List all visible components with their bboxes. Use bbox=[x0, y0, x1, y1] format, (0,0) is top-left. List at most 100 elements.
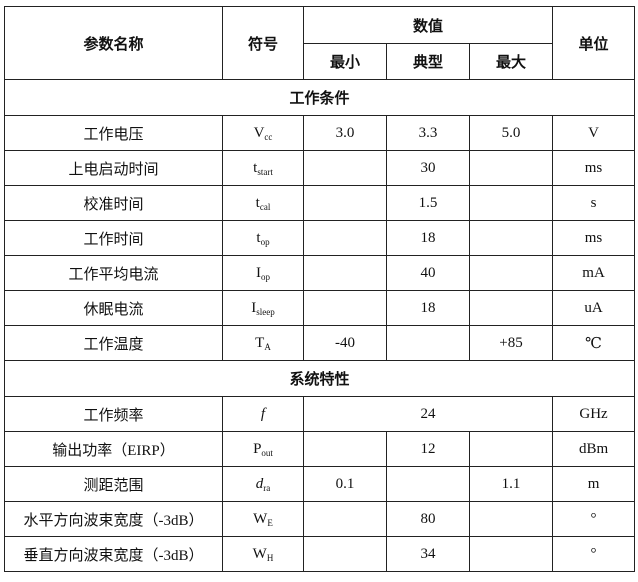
max-cell: +85 bbox=[468, 325, 554, 361]
table-row: 工作频率 f 24 GHz bbox=[4, 396, 636, 432]
symbol-cell: Isleep bbox=[222, 290, 304, 326]
min-cell bbox=[303, 150, 387, 186]
symbol-subscript: op bbox=[261, 271, 270, 282]
header-max: 最大 bbox=[468, 43, 554, 80]
symbol-cell: Pout bbox=[222, 431, 304, 467]
typ-cell bbox=[386, 325, 470, 361]
param-name: 工作频率 bbox=[4, 396, 223, 432]
param-name: 工作电压 bbox=[4, 115, 223, 151]
min-cell bbox=[303, 220, 387, 256]
table-row: 水平方向波束宽度（-3dB） WE 80 ° bbox=[4, 501, 636, 537]
section-row: 系统特性 bbox=[3, 360, 636, 397]
symbol-cell: f bbox=[222, 396, 304, 432]
table-row: 输出功率（EIRP） Pout 12 dBm bbox=[4, 431, 636, 467]
table-row: 工作温度 TA -40 +85 ℃ bbox=[4, 325, 636, 361]
param-name: 上电启动时间 bbox=[4, 150, 223, 186]
symbol: t bbox=[256, 229, 261, 246]
unit-cell: ms bbox=[552, 150, 636, 186]
max-cell bbox=[468, 501, 554, 537]
header-typ: 典型 bbox=[386, 43, 470, 80]
symbol-subscript: cal bbox=[259, 201, 271, 212]
param-name: 输出功率（EIRP） bbox=[4, 431, 223, 467]
symbol-subscript: A bbox=[264, 341, 271, 352]
spec-table: 参数名称 符号 数值 单位 最小 典型 最大 工作条件 工作电压 Vcc 3.0 3.3… bbox=[3, 6, 636, 572]
max-cell: 5.0 bbox=[468, 115, 554, 151]
max-cell bbox=[468, 150, 554, 186]
symbol: I bbox=[251, 299, 257, 316]
unit-cell: V bbox=[552, 115, 636, 151]
min-cell bbox=[303, 185, 387, 221]
typ-cell: 18 bbox=[386, 220, 470, 256]
min-cell: -40 bbox=[303, 325, 387, 361]
symbol-cell: TA bbox=[222, 325, 304, 361]
max-cell bbox=[468, 255, 554, 291]
param-name: 工作平均电流 bbox=[4, 255, 223, 291]
symbol: t bbox=[253, 159, 258, 176]
section-row: 工作条件 bbox=[3, 79, 636, 116]
value-cell: 24 bbox=[302, 396, 554, 432]
table-row: 休眠电流 Isleep 18 uA bbox=[4, 290, 636, 326]
symbol: t bbox=[255, 194, 260, 211]
header-param-name: 参数名称 bbox=[4, 6, 223, 80]
symbol-cell: dra bbox=[222, 466, 304, 502]
typ-cell: 34 bbox=[386, 536, 470, 572]
header-symbol: 符号 bbox=[222, 6, 304, 80]
typ-cell bbox=[386, 466, 470, 502]
unit-cell: GHz bbox=[552, 396, 636, 432]
table-row: 上电启动时间 tstart 30 ms bbox=[4, 150, 636, 186]
typ-cell: 30 bbox=[386, 150, 470, 186]
table-row: 工作时间 top 18 ms bbox=[4, 220, 636, 256]
symbol-subscript: start bbox=[257, 166, 273, 177]
symbol: P bbox=[253, 440, 262, 457]
symbol-cell: tcal bbox=[222, 185, 304, 221]
symbol-subscript: sleep bbox=[256, 306, 275, 317]
symbol-subscript: cc bbox=[264, 131, 273, 142]
param-name: 水平方向波束宽度（-3dB） bbox=[4, 501, 223, 537]
symbol-subscript: ra bbox=[263, 482, 271, 493]
min-cell bbox=[303, 290, 387, 326]
max-cell: 1.1 bbox=[468, 466, 554, 502]
max-cell bbox=[468, 220, 554, 256]
symbol: W bbox=[252, 545, 267, 562]
table-row: 工作电压 Vcc 3.0 3.3 5.0 V bbox=[4, 115, 636, 151]
param-name: 校准时间 bbox=[4, 185, 223, 221]
symbol-cell: WE bbox=[222, 501, 304, 537]
param-name: 休眠电流 bbox=[4, 290, 223, 326]
symbol: V bbox=[253, 124, 265, 141]
header-value: 数值 bbox=[302, 6, 554, 44]
param-name: 测距范围 bbox=[4, 466, 223, 502]
symbol-subscript: H bbox=[266, 552, 274, 563]
param-name: 工作时间 bbox=[4, 220, 223, 256]
max-cell bbox=[468, 431, 554, 467]
symbol: W bbox=[253, 510, 268, 527]
table-row: 校准时间 tcal 1.5 s bbox=[4, 185, 636, 221]
min-cell: 3.0 bbox=[303, 115, 387, 151]
min-cell bbox=[303, 501, 387, 537]
symbol-subscript: E bbox=[267, 517, 273, 528]
header-unit: 单位 bbox=[552, 6, 636, 80]
typ-cell: 1.5 bbox=[386, 185, 470, 221]
min-cell bbox=[303, 255, 387, 291]
typ-cell: 18 bbox=[386, 290, 470, 326]
typ-cell: 3.3 bbox=[386, 115, 470, 151]
symbol-cell: top bbox=[222, 220, 304, 256]
min-cell bbox=[303, 431, 387, 467]
section-title: 系统特性 bbox=[3, 360, 636, 397]
unit-cell: ℃ bbox=[552, 325, 636, 361]
table-row: 工作平均电流 Iop 40 mA bbox=[4, 255, 636, 291]
min-cell bbox=[303, 536, 387, 572]
symbol: f bbox=[260, 405, 266, 422]
unit-cell: s bbox=[552, 185, 636, 221]
header-min: 最小 bbox=[303, 43, 387, 80]
typ-cell: 80 bbox=[386, 501, 470, 537]
max-cell bbox=[468, 290, 554, 326]
unit-cell: m bbox=[552, 466, 636, 502]
unit-cell: uA bbox=[552, 290, 636, 326]
unit-cell: ° bbox=[552, 501, 636, 537]
param-name: 工作温度 bbox=[4, 325, 223, 361]
unit-cell: mA bbox=[552, 255, 636, 291]
unit-cell: ° bbox=[552, 536, 636, 572]
max-cell bbox=[468, 185, 554, 221]
symbol: I bbox=[256, 264, 261, 281]
section-title: 工作条件 bbox=[3, 79, 636, 116]
